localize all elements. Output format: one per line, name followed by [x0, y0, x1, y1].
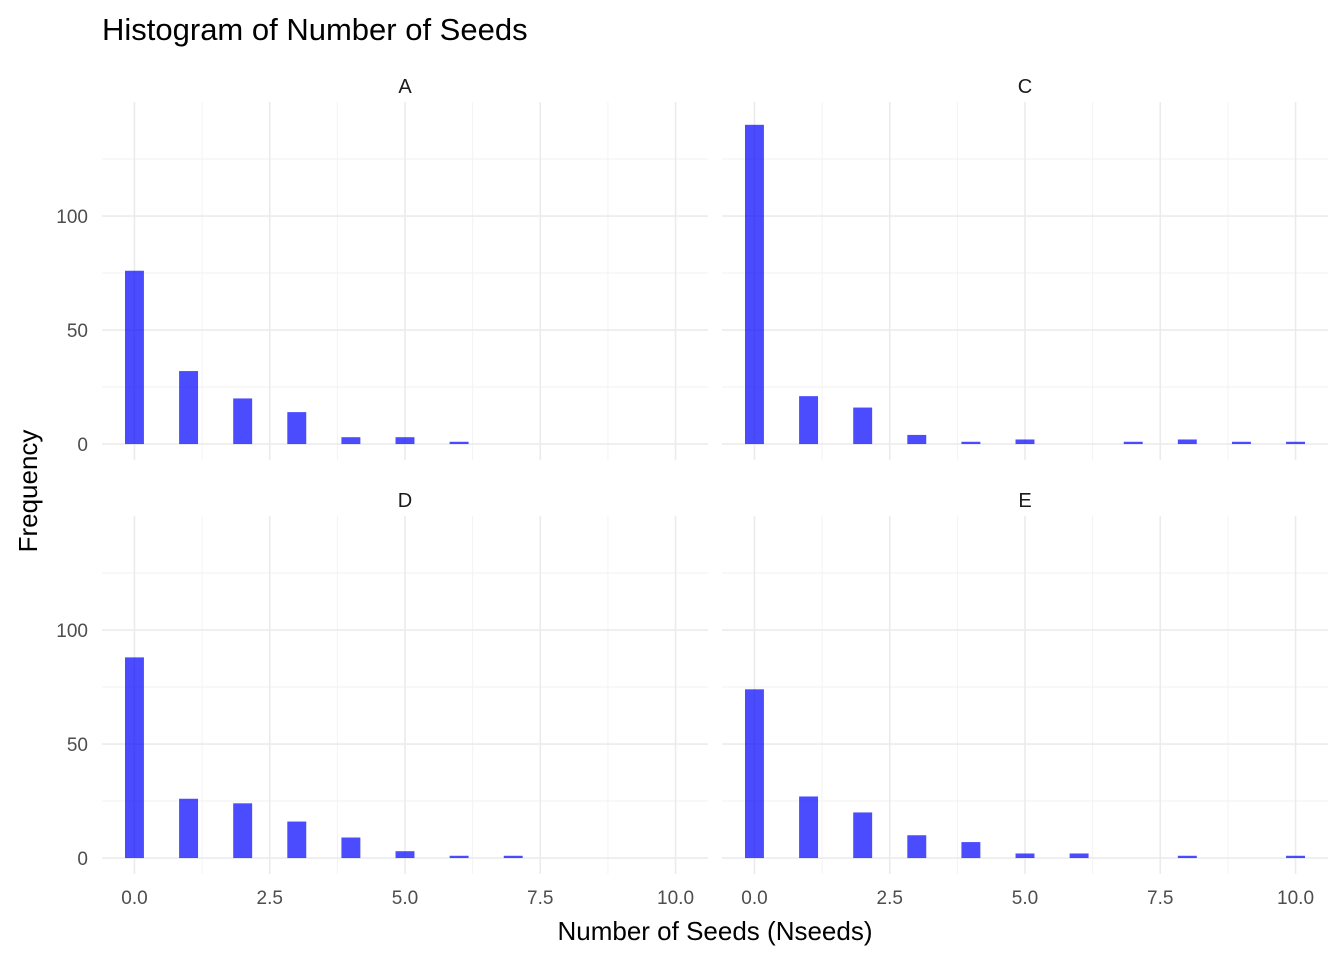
- x-tick-label: 7.5: [1147, 888, 1173, 909]
- histogram-bar: [124, 657, 144, 859]
- histogram-bar: [1177, 855, 1197, 859]
- x-axis-title: Number of Seeds (Nseeds): [557, 916, 872, 946]
- facet-label-d: D: [398, 490, 412, 512]
- x-tick-label: 7.5: [527, 888, 553, 909]
- histogram-bar: [395, 437, 415, 445]
- histogram-bar: [287, 412, 307, 445]
- histogram-bar: [124, 270, 144, 445]
- x-tick-label: 5.0: [392, 888, 418, 909]
- histogram-bar: [1069, 853, 1089, 859]
- histogram-bar: [907, 835, 927, 859]
- y-tick-label: 0: [77, 849, 88, 870]
- histogram-bar: [853, 407, 873, 445]
- facet-panel-a: A 0 50 100: [56, 76, 708, 460]
- facet-panels: A 0 50 100 C D 0 50 100 0.0 2.5 5.0 7.5 10.0 E 0.0 2.5 5.…: [56, 76, 1328, 909]
- histogram-bar: [799, 796, 819, 859]
- x-tick-label: 2.5: [257, 888, 283, 909]
- histogram-bar: [799, 396, 819, 445]
- histogram-bar: [961, 842, 981, 859]
- facet-panel-e: E 0.0 2.5 5.0 7.5 10.0: [722, 490, 1328, 909]
- histogram-bar: [341, 437, 361, 445]
- histogram-bar: [1177, 439, 1197, 445]
- histogram-bar: [1286, 855, 1306, 859]
- facet-panel-d: D 0 50 100 0.0 2.5 5.0 7.5 10.0: [56, 490, 708, 909]
- x-tick-label: 0.0: [741, 888, 767, 909]
- facet-label-a: A: [398, 76, 412, 98]
- histogram-bar: [1015, 853, 1035, 859]
- histogram-bar: [341, 837, 361, 859]
- y-tick-label: 50: [67, 321, 88, 342]
- histogram-bar: [1286, 441, 1306, 445]
- histogram-bar: [1231, 441, 1251, 445]
- x-tick-label: 10.0: [1277, 888, 1314, 909]
- histogram-bar: [961, 441, 981, 445]
- histogram-bar: [179, 371, 199, 445]
- facet-label-e: E: [1018, 490, 1031, 512]
- y-tick-label: 100: [56, 207, 88, 228]
- y-tick-label: 100: [56, 621, 88, 642]
- histogram-bar: [233, 398, 253, 445]
- histogram-bar: [449, 441, 469, 445]
- histogram-bar: [1015, 439, 1035, 445]
- histogram-bar: [449, 855, 469, 859]
- x-tick-label: 2.5: [877, 888, 903, 909]
- facet-label-c: C: [1018, 76, 1032, 98]
- y-tick-label: 50: [67, 735, 88, 756]
- histogram-bar: [395, 851, 415, 859]
- histogram-bar: [1123, 441, 1143, 445]
- histogram-bar: [853, 812, 873, 859]
- histogram-bar: [233, 803, 253, 859]
- histogram-bar: [287, 821, 307, 859]
- histogram-bar: [179, 798, 199, 859]
- y-axis-title: Frequency: [13, 430, 43, 553]
- histogram-bar: [503, 855, 523, 859]
- histogram-bar: [907, 434, 927, 445]
- facet-panel-c: C: [722, 76, 1328, 460]
- x-tick-label: 5.0: [1012, 888, 1038, 909]
- chart-title: Histogram of Number of Seeds: [102, 12, 528, 47]
- y-tick-label: 0: [77, 435, 88, 456]
- histogram-bar: [744, 124, 764, 445]
- x-tick-label: 0.0: [121, 888, 147, 909]
- x-tick-label: 10.0: [657, 888, 694, 909]
- histogram-bar: [744, 689, 764, 859]
